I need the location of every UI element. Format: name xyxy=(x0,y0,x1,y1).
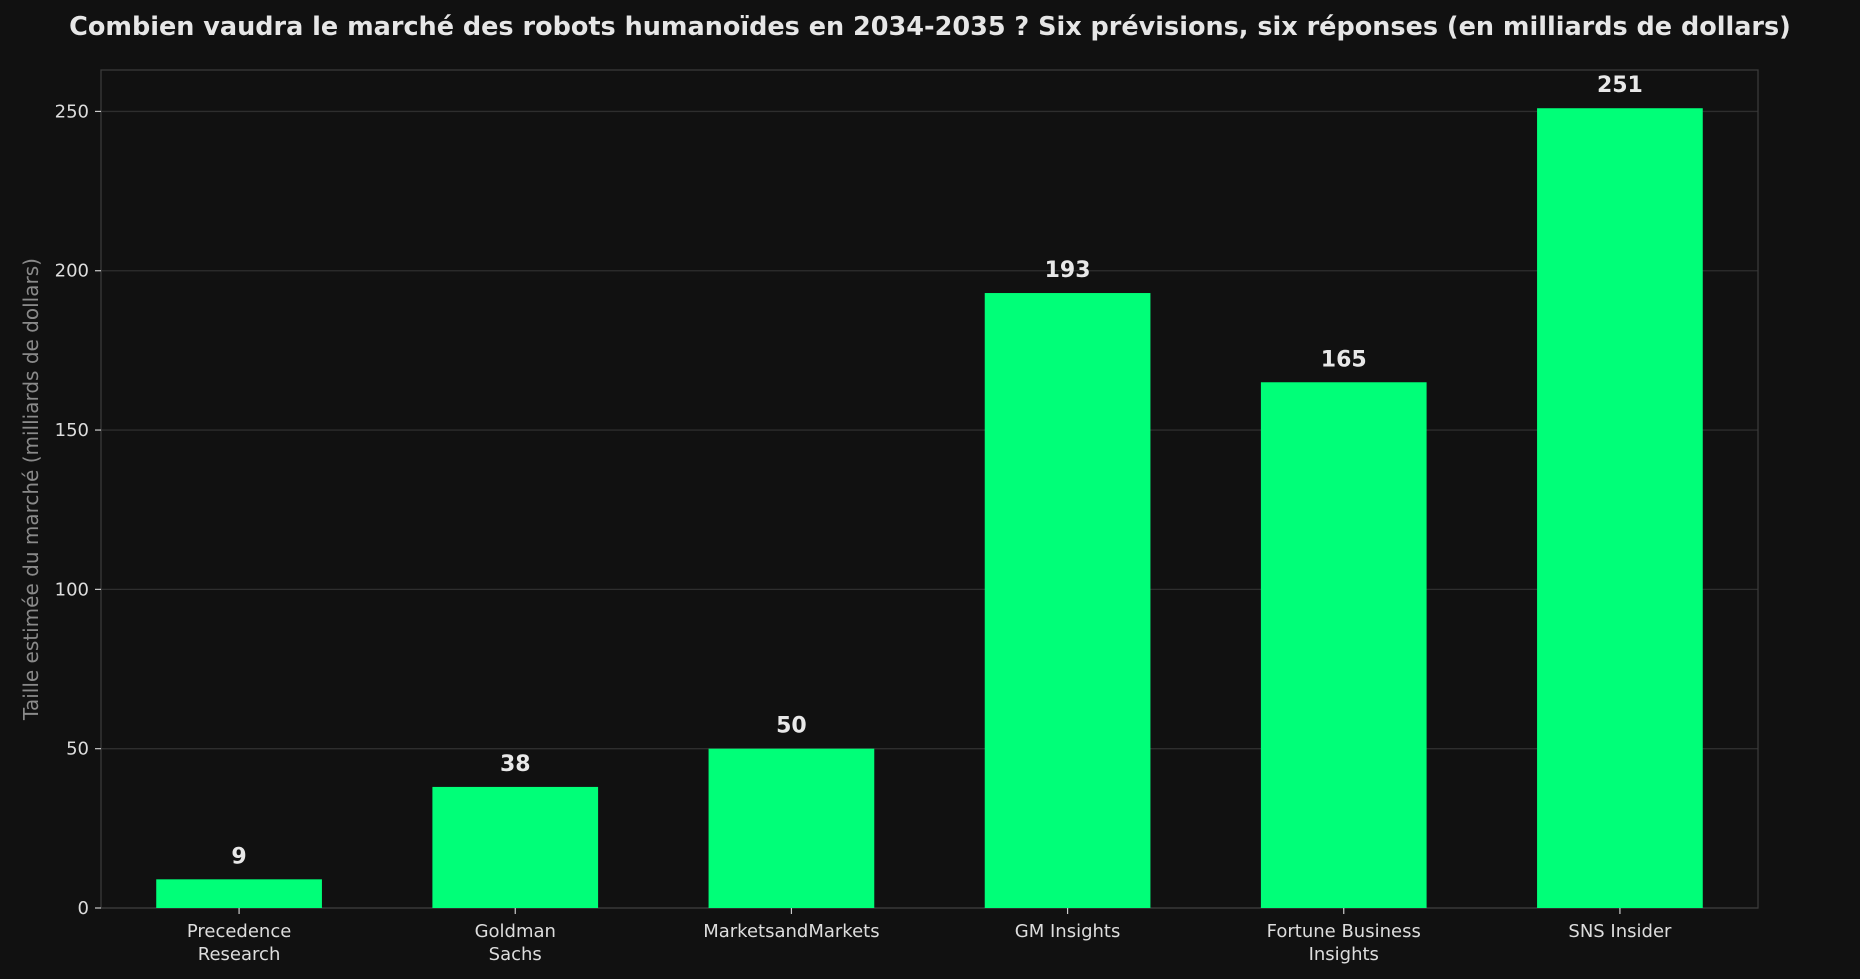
y-axis-ticks: 0 50 100 150 200 250 xyxy=(55,101,101,919)
gridlines xyxy=(101,110,1758,909)
bar-value-label: 165 xyxy=(1321,347,1367,372)
y-tick-label: 150 xyxy=(55,420,89,441)
bar xyxy=(1260,382,1427,908)
x-tick-label: Fortune Business Insights xyxy=(1267,921,1421,965)
bar-value-label: 9 xyxy=(231,844,246,869)
x-tick-label: GM Insights xyxy=(1015,921,1121,942)
bar-value-label: 251 xyxy=(1597,73,1643,98)
y-tick-label: 50 xyxy=(66,739,89,760)
y-tick-label: 200 xyxy=(55,261,89,282)
x-tick-label: MarketsandMarkets xyxy=(703,921,879,942)
bar xyxy=(1537,108,1703,909)
plot-frame xyxy=(100,69,1759,909)
y-axis-label: Taille estimée du marché (milliards de d… xyxy=(19,258,43,721)
y-tick-label: 0 xyxy=(78,898,89,919)
bars xyxy=(156,108,1703,909)
x-tick-label: Goldman Sachs xyxy=(475,921,556,965)
value-labels: 9 38 50 193 165 251 xyxy=(231,73,1642,869)
x-tick-label: SNS Insider xyxy=(1568,921,1672,942)
y-tick-label: 250 xyxy=(55,101,89,122)
x-tick-label: Precedence Research xyxy=(187,921,291,965)
bar-value-label: 38 xyxy=(500,752,531,777)
chart-title: Combien vaudra le marché des robots huma… xyxy=(69,12,1791,42)
y-tick-label: 100 xyxy=(55,579,89,600)
x-axis-ticks: Precedence Research Goldman Sachs Marketsand… xyxy=(187,908,1672,965)
bar-value-label: 50 xyxy=(776,714,807,739)
bar xyxy=(432,786,599,908)
bar xyxy=(984,293,1151,908)
bar xyxy=(708,748,875,908)
bar-value-label: 193 xyxy=(1045,258,1091,283)
bar xyxy=(156,879,322,908)
